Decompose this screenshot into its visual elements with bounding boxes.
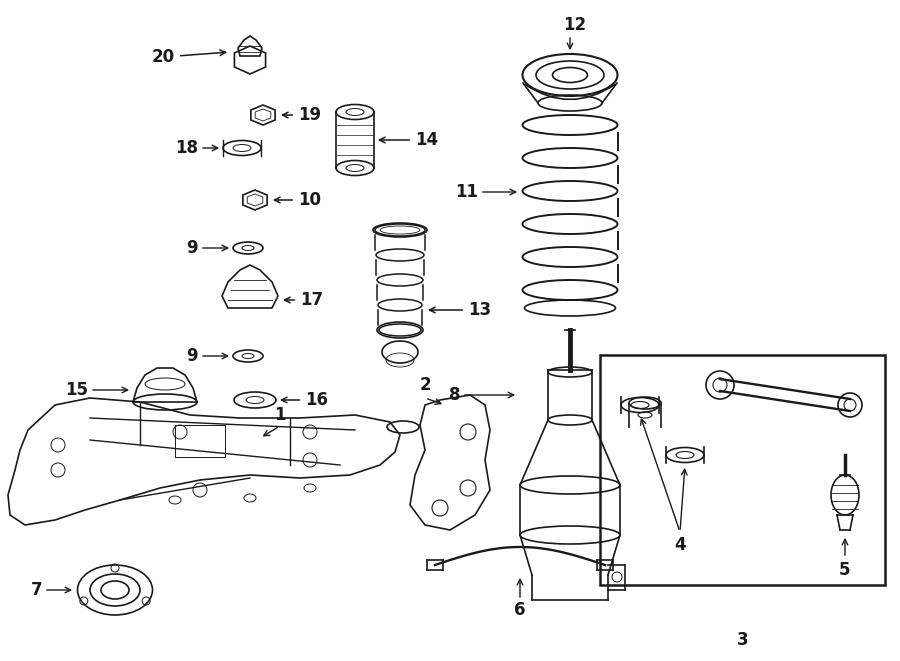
Text: 1: 1 bbox=[274, 406, 286, 424]
Bar bbox=[600, 355, 885, 585]
Text: 10: 10 bbox=[274, 191, 321, 209]
Text: 20: 20 bbox=[152, 48, 226, 66]
Bar bbox=[175, 425, 225, 457]
Text: 14: 14 bbox=[380, 131, 438, 149]
Text: 9: 9 bbox=[186, 239, 198, 257]
FancyArrowPatch shape bbox=[526, 85, 615, 99]
Text: 15: 15 bbox=[65, 381, 88, 399]
Text: 18: 18 bbox=[175, 139, 198, 157]
Text: 16: 16 bbox=[282, 391, 328, 409]
Text: 3: 3 bbox=[737, 631, 748, 649]
Text: 11: 11 bbox=[455, 183, 478, 201]
Text: 6: 6 bbox=[514, 601, 526, 619]
Text: 9: 9 bbox=[186, 347, 198, 365]
Text: 13: 13 bbox=[429, 301, 491, 319]
Text: 5: 5 bbox=[839, 561, 850, 579]
Text: 7: 7 bbox=[31, 581, 42, 599]
Text: 4: 4 bbox=[674, 536, 686, 554]
Text: 2: 2 bbox=[419, 376, 431, 394]
Text: 17: 17 bbox=[284, 291, 323, 309]
Text: 12: 12 bbox=[563, 16, 587, 34]
Text: 8: 8 bbox=[448, 386, 460, 404]
Text: 19: 19 bbox=[283, 106, 321, 124]
